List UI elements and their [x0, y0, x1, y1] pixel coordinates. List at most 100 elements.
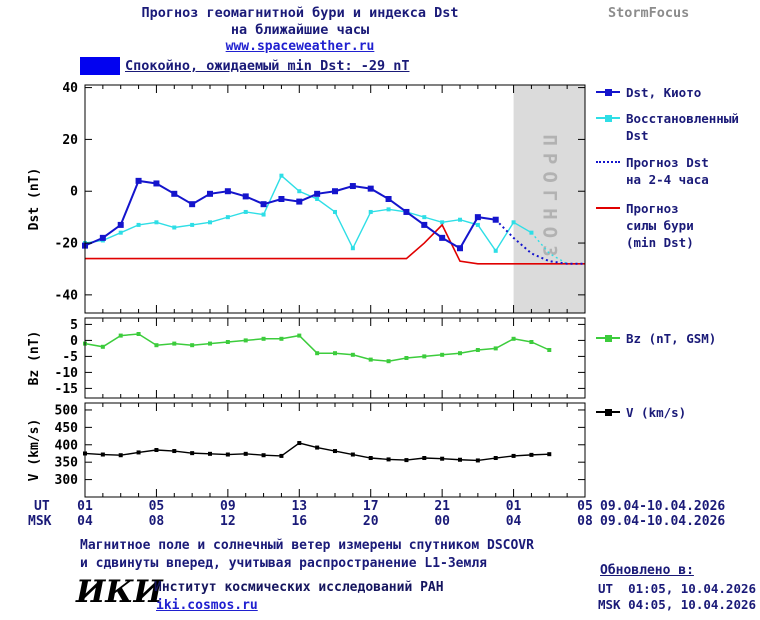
series-marker: [297, 441, 302, 446]
x-tick-label: 12: [220, 514, 236, 529]
series-marker: [118, 333, 123, 338]
legend-swatch: [596, 161, 620, 163]
legend-item-3: Прогноз силы бури (min Dst): [596, 200, 694, 251]
series-marker: [153, 180, 160, 187]
series-marker: [136, 222, 141, 227]
series-marker: [333, 449, 337, 454]
legend-swatch: [596, 88, 620, 96]
series-marker: [440, 220, 445, 225]
series-marker: [190, 222, 195, 227]
series-marker: [367, 185, 374, 192]
x-tick-label: 21: [434, 499, 450, 514]
x-tick-label: 05: [577, 499, 593, 514]
series-marker: [315, 445, 320, 450]
series-marker: [225, 340, 230, 344]
chart-frame: [84, 84, 586, 314]
series-line: [85, 223, 585, 265]
series-marker: [278, 196, 285, 202]
series-marker: [474, 214, 481, 221]
series-marker: [207, 190, 213, 197]
series-marker: [172, 449, 177, 454]
series-marker: [475, 458, 480, 463]
x-tick-label: 08: [577, 514, 593, 529]
y-tick-label: 20: [62, 133, 78, 148]
series-marker: [224, 188, 231, 195]
spaceweather-link[interactable]: www.spaceweather.ru: [225, 39, 375, 54]
legend-label: Прогноз силы бури (min Dst): [626, 201, 694, 250]
forecast-region: [513, 85, 585, 313]
x-tick-label: 13: [291, 499, 308, 514]
y-tick-label: 350: [55, 456, 79, 471]
series-marker: [386, 359, 391, 364]
series-marker: [315, 351, 320, 356]
series-marker: [261, 212, 266, 217]
series-marker: [511, 453, 516, 458]
series-line: [84, 333, 550, 362]
iki-logo: ИКИ: [76, 574, 163, 610]
series-marker: [368, 209, 373, 214]
series-marker: [404, 356, 409, 360]
ut-date-range: 09.04-10.04.2026: [600, 499, 726, 514]
legend-swatch: [596, 408, 620, 416]
series-marker: [368, 456, 373, 461]
series-marker: [493, 456, 498, 461]
series-marker: [136, 450, 141, 455]
legend-label: Bz (nT, GSM): [626, 331, 717, 346]
series-marker: [350, 352, 355, 357]
series-marker: [349, 183, 356, 190]
series-marker: [458, 351, 462, 356]
series-marker: [154, 343, 159, 348]
status-color-box: [80, 56, 120, 75]
series-marker: [261, 453, 266, 458]
series-marker: [492, 216, 499, 223]
legend-label: Восстановленный Dst: [626, 111, 739, 143]
y-tick-label: 300: [55, 473, 79, 488]
x-tick-label: 01: [505, 499, 522, 514]
y-axis-title: V (km/s): [27, 419, 42, 482]
series-marker: [315, 197, 320, 201]
series-line: [84, 174, 532, 253]
series-marker: [333, 351, 337, 356]
series-marker: [136, 332, 141, 336]
y-tick-label: 40: [62, 81, 78, 96]
y-tick-label: -15: [55, 382, 78, 397]
series-marker: [350, 452, 355, 457]
iki-link[interactable]: iki.cosmos.ru: [156, 598, 258, 613]
series-marker: [279, 336, 284, 341]
institute-name: Институт космических исследований РАН: [154, 580, 444, 595]
y-tick-label: 0: [70, 334, 78, 349]
series-marker: [154, 448, 159, 452]
series-marker: [386, 207, 391, 212]
series-marker: [511, 220, 516, 225]
series-marker: [296, 198, 303, 205]
x-tick-label: 05: [148, 499, 165, 514]
series-marker: [458, 217, 462, 222]
x-tick-label: 09: [220, 499, 236, 514]
series-marker: [100, 452, 105, 457]
chart-frame: [84, 317, 586, 399]
legend-item-4: Bz (nT, GSM): [596, 330, 716, 347]
legend-item-2: Прогноз Dst на 2-4 часа: [596, 154, 709, 188]
legend-swatch: [596, 114, 620, 122]
series-marker: [368, 357, 373, 362]
series-marker: [404, 458, 409, 463]
series-marker: [529, 452, 534, 457]
series-marker: [457, 245, 463, 252]
forecast-region-label: ПРОГНОЗ: [538, 134, 560, 263]
series-marker: [422, 456, 427, 461]
series-line: [495, 219, 585, 265]
series-marker: [99, 234, 106, 241]
page-title: Прогноз геомагнитной бури и индекса Dst: [141, 5, 459, 21]
x-tick-label: 17: [362, 499, 379, 514]
series-marker: [421, 221, 428, 228]
legend-item-1: Восстановленный Dst: [596, 110, 739, 144]
series-marker: [440, 352, 445, 357]
y-tick-label: 400: [55, 438, 79, 453]
y-tick-label: 0: [70, 185, 78, 200]
x-tick-label: 08: [148, 514, 165, 529]
ut-axis-label: UT: [34, 499, 50, 514]
series-marker: [547, 348, 552, 352]
series-marker: [208, 220, 212, 225]
series-marker: [100, 344, 105, 349]
